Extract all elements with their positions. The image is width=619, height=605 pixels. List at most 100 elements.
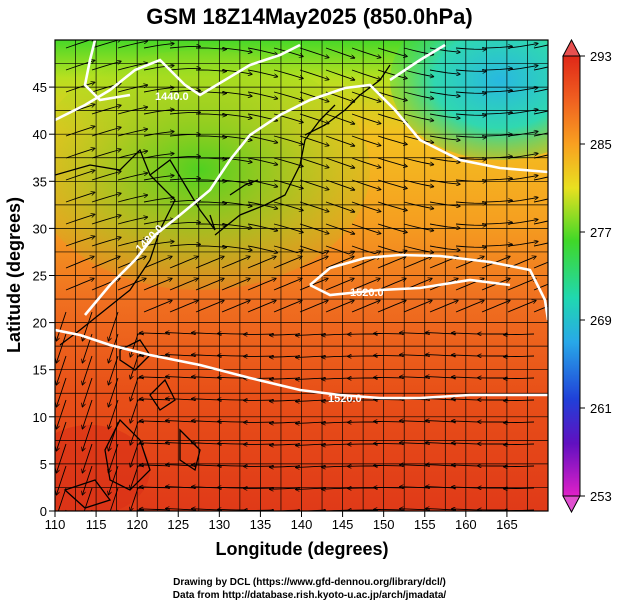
streamline — [196, 224, 226, 225]
streamline — [325, 113, 354, 124]
streamline — [322, 466, 353, 467]
credits: Drawing by DCL (https://www.gfd-dennou.o… — [0, 576, 619, 602]
streamline — [117, 107, 147, 115]
streamline — [377, 257, 406, 269]
streamline — [192, 355, 223, 356]
streamline — [325, 47, 354, 58]
streamline — [143, 176, 174, 181]
streamline — [533, 176, 548, 181]
credits-line-drawing: Drawing by DCL (https://www.gfd-dennou.o… — [173, 577, 446, 588]
streamline — [169, 134, 200, 136]
colorbar-tick-label: 285 — [590, 137, 612, 152]
streamline — [403, 157, 433, 165]
streamline — [109, 487, 119, 511]
streamline — [273, 157, 303, 166]
streamline — [130, 487, 145, 511]
colorbar-tick-label: 277 — [590, 225, 612, 240]
streamline — [57, 377, 67, 407]
streamline — [452, 487, 483, 488]
streamline — [143, 88, 174, 93]
streamline — [221, 223, 252, 228]
streamline — [218, 488, 248, 489]
streamline — [169, 112, 200, 114]
streamline — [299, 113, 329, 124]
coastlines — [55, 64, 391, 509]
streamline — [533, 154, 548, 159]
streamline — [455, 246, 486, 247]
streamline — [130, 355, 145, 379]
streamline — [196, 246, 226, 247]
streamline — [273, 301, 302, 313]
streamline — [247, 201, 277, 209]
x-tick-label: 115 — [86, 517, 107, 532]
y-axis-label: Latitude (degrees) — [4, 197, 24, 353]
streamline — [452, 465, 483, 466]
streamline — [533, 88, 548, 93]
streamline — [218, 334, 248, 335]
streamline — [429, 91, 460, 96]
streamline — [403, 301, 432, 313]
x-tick-label: 130 — [208, 517, 230, 532]
streamline — [507, 301, 536, 313]
streamline — [507, 176, 538, 181]
streamline — [218, 422, 248, 423]
streamline — [429, 179, 460, 184]
streamline — [403, 179, 433, 187]
contour-label: 1520.0 — [350, 287, 384, 299]
streamline — [65, 40, 94, 49]
streamline — [377, 69, 407, 78]
streamline — [507, 132, 538, 137]
colorbar-tick-label: 293 — [590, 49, 612, 64]
streamline — [481, 244, 512, 246]
streamline — [452, 355, 483, 356]
streamline — [374, 488, 405, 489]
streamline — [481, 68, 512, 70]
streamline — [117, 151, 147, 159]
streamline — [247, 157, 277, 165]
streamline — [83, 421, 93, 451]
streamline — [481, 46, 512, 48]
streamline — [130, 399, 145, 423]
streamline — [351, 69, 380, 80]
streamline — [192, 399, 223, 400]
streamline — [57, 421, 67, 451]
streamline — [196, 180, 226, 181]
streamline — [65, 170, 94, 181]
streamline — [221, 279, 250, 291]
streamline — [117, 129, 147, 137]
streamline — [117, 195, 147, 203]
streamline — [429, 113, 460, 118]
streamline — [192, 421, 223, 422]
streamline — [533, 220, 548, 225]
y-tick-label: 40 — [33, 127, 47, 142]
streamline — [299, 47, 329, 58]
streamline — [429, 135, 460, 140]
streamline — [91, 61, 121, 71]
streamline — [109, 399, 119, 429]
streamline — [455, 224, 486, 225]
streamline — [91, 171, 121, 181]
x-tick-label: 140 — [291, 517, 313, 532]
streamline — [273, 201, 303, 210]
streamline — [504, 466, 535, 467]
colorbar: 293 285 277 269 261 253 — [562, 38, 612, 514]
streamline — [429, 157, 460, 162]
streamline — [57, 399, 67, 429]
x-tick-label: 135 — [250, 517, 272, 532]
streamline — [403, 257, 432, 269]
streamline — [192, 333, 223, 334]
streamline — [504, 488, 535, 489]
streamline — [377, 157, 407, 166]
streamline — [117, 217, 147, 225]
streamline — [143, 66, 174, 71]
y-tick-label: 10 — [33, 410, 47, 425]
streamline — [325, 179, 354, 190]
streamline — [504, 378, 535, 379]
streamline — [374, 510, 405, 511]
streamline — [218, 400, 248, 401]
streamline — [57, 311, 67, 341]
streamline — [455, 158, 486, 159]
streamline — [481, 178, 512, 180]
streamline — [273, 279, 302, 291]
colorbar-tick-label: 261 — [590, 401, 612, 416]
